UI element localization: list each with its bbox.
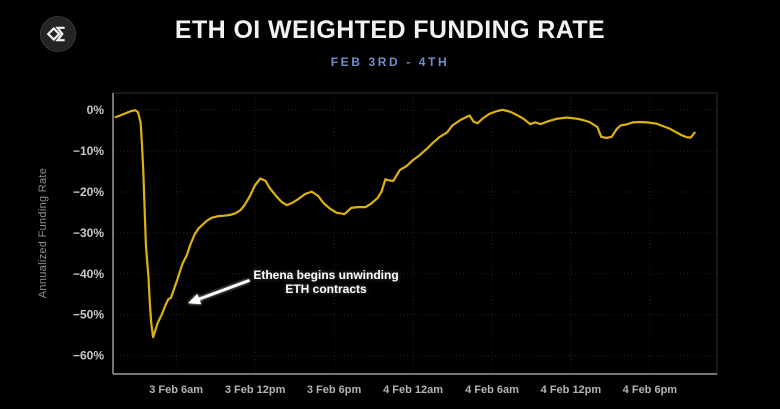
y-tick-label: −60% (73, 349, 104, 363)
x-tick-label: 3 Feb 6pm (307, 384, 362, 396)
y-tick-label: −50% (73, 308, 104, 322)
annotation-line-1: Ethena begins unwinding (253, 268, 399, 282)
annotation-arrow (188, 279, 250, 305)
annotation-text: Ethena begins unwinding ETH contracts (252, 268, 400, 296)
x-tick-label: 4 Feb 6pm (623, 384, 678, 396)
funding-rate-series (114, 108, 696, 339)
annotation-line-2: ETH contracts (285, 281, 367, 296)
velo-logo-button[interactable] (39, 15, 77, 53)
x-tick-label: 3 Feb 6am (149, 384, 203, 396)
page-title: ETH OI WEIGHTED FUNDING RATE (174, 16, 606, 44)
x-tick-label: 4 Feb 12am (383, 384, 443, 396)
gridlines (113, 93, 717, 374)
x-tick-label: 4 Feb 12pm (541, 384, 602, 396)
funding-rate-line (114, 108, 696, 339)
x-tick-label: 4 Feb 6am (465, 384, 519, 396)
x-tick-label: 3 Feb 12pm (225, 384, 286, 396)
plot-frame (112, 92, 718, 375)
x-axis-tick-labels: 3 Feb 6am 3 Feb 12pm 3 Feb 6pm 4 Feb 12am 4 … (149, 384, 677, 396)
y-tick-label: −40% (73, 267, 104, 281)
y-tick-label: −10% (73, 144, 104, 158)
y-tick-label: 0% (87, 103, 105, 117)
page-subtitle: FEB 3RD - 4TH (330, 55, 450, 69)
y-tick-label: −20% (73, 185, 104, 199)
sigma-diamond-icon (39, 15, 77, 53)
y-axis-tick-labels: 0% −10% −20% −30% −40% −50% −60% (73, 103, 104, 362)
y-tick-label: −30% (73, 226, 104, 240)
